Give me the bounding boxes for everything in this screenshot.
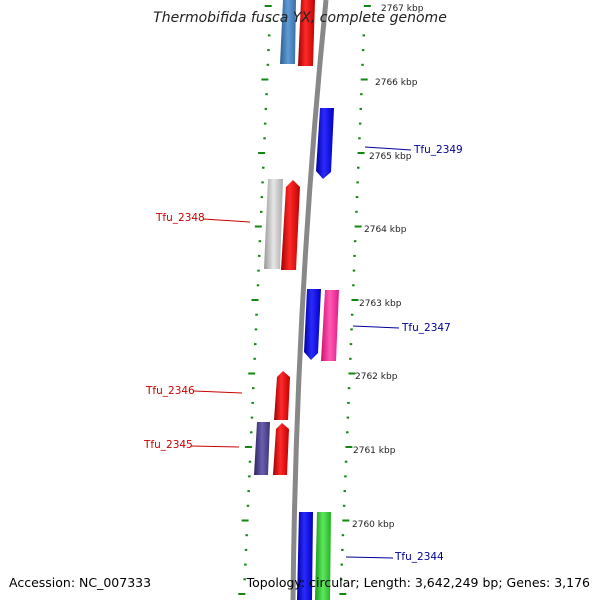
gene-blue-2347-neighbor [304,289,321,360]
leader-tfu-2344 [345,556,394,559]
kbp-label-2765: 2765 kbp [369,152,412,162]
kbp-label-2766: 2766 kbp [375,78,418,88]
gene-tfu-2349 [316,108,334,179]
accession-text: Accession: NC_007333 [9,575,152,590]
leader-tfu-2349 [364,146,412,151]
kbp-label-2760: 2760 kbp [352,520,395,530]
kbp-label-2763: 2763 kbp [359,299,402,309]
gene-tfu-2345 [273,423,289,475]
gene-label-tfu-2344[interactable]: Tfu_2344 [394,551,444,563]
gene-label-tfu-2345[interactable]: Tfu_2345 [143,439,193,451]
genome-backbone [290,0,329,600]
gene-green-2344-neighbor [315,512,331,600]
leader-tfu-2345 [190,445,240,448]
gene-label-tfu-2346[interactable]: Tfu_2346 [145,385,195,397]
kbp-label-2764: 2764 kbp [364,225,407,235]
gene-label-tfu-2347[interactable]: Tfu_2347 [401,322,451,334]
left-tick-ruler [238,5,272,595]
leader-tfu-2348 [202,218,251,223]
genome-title: Thermobifida fusca YX, complete genome [153,10,447,26]
right-tick-ruler [339,5,371,595]
gene-tfu-2348 [281,180,300,270]
gene-tfu-2344 [297,512,313,600]
kbp-label-2761: 2761 kbp [353,446,396,456]
leader-tfu-2346 [193,390,243,394]
gene-label-tfu-2348[interactable]: Tfu_2348 [155,212,205,224]
gene-tfu-2346 [274,371,290,420]
topology-text: Topology: circular; Length: 3,642,249 bp… [246,575,590,590]
leader-tfu-2347 [352,325,400,329]
gene-purple-2345 [254,422,270,475]
gene-red-top [298,0,315,66]
kbp-label-2762: 2762 kbp [355,372,398,382]
gene-gray-2348-neighbor [264,179,283,269]
gene-tfu-2347 [321,290,339,361]
kbp-label-2767: 2767 kbp [381,4,424,14]
gene-label-tfu-2349[interactable]: Tfu_2349 [413,144,463,156]
gene-steelblue-top [280,0,296,64]
